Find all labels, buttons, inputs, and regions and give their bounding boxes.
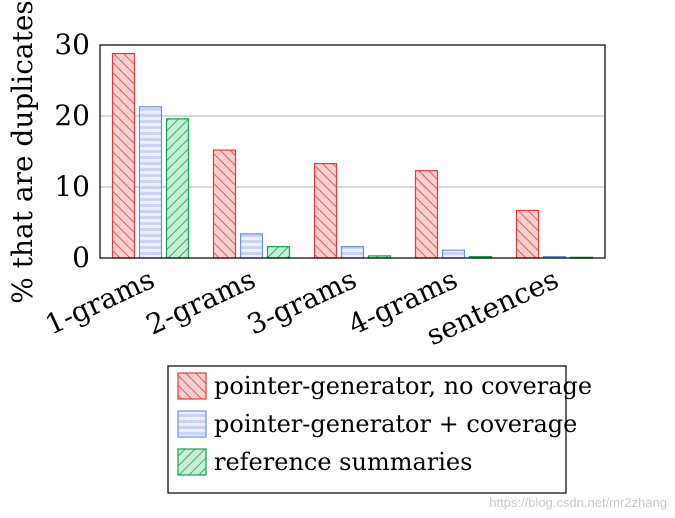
plot-frame <box>99 44 606 259</box>
legend-swatch <box>177 410 207 438</box>
y-tick-label: 10 <box>54 170 90 203</box>
bar-2-grams-series-3 <box>266 246 291 259</box>
bar-2-grams-series-2 <box>239 233 264 259</box>
x-tick-label: 1-grams <box>40 262 159 341</box>
bar-3-grams-series-2 <box>340 246 365 259</box>
y-axis-label: % that are duplicates <box>6 0 39 304</box>
bar-1-grams-series-2 <box>138 106 163 259</box>
legend-box <box>167 365 567 494</box>
legend-label: pointer-generator + coverage <box>214 410 577 438</box>
legend-swatch <box>177 372 207 400</box>
y-tick-label: 0 <box>72 241 90 274</box>
bars <box>111 52 594 259</box>
bar-3-grams-series-1 <box>313 162 338 259</box>
legend: pointer-generator, no coverage pointer-ge… <box>167 365 592 494</box>
bar-4-grams-series-1 <box>414 170 439 259</box>
legend-label: pointer-generator, no coverage <box>214 372 592 400</box>
bar-1-grams-series-1 <box>111 52 136 259</box>
y-tick-label: 20 <box>54 99 90 132</box>
legend-label: reference summaries <box>214 448 472 476</box>
x-tick-label: 2-grams <box>141 262 260 341</box>
watermark: https://blog.csdn.net/mr2zhang <box>489 495 667 510</box>
legend-swatch <box>177 448 207 476</box>
bar-4-grams-series-2 <box>441 249 466 259</box>
bar-2-grams-series-1 <box>212 149 237 259</box>
x-tick-label: 3-grams <box>242 262 361 341</box>
y-axis: 0 10 20 30 <box>54 28 90 274</box>
bar-1-grams-series-3 <box>165 118 190 259</box>
y-tick-label: 30 <box>54 28 90 61</box>
bar-sentences-series-1 <box>515 209 540 259</box>
